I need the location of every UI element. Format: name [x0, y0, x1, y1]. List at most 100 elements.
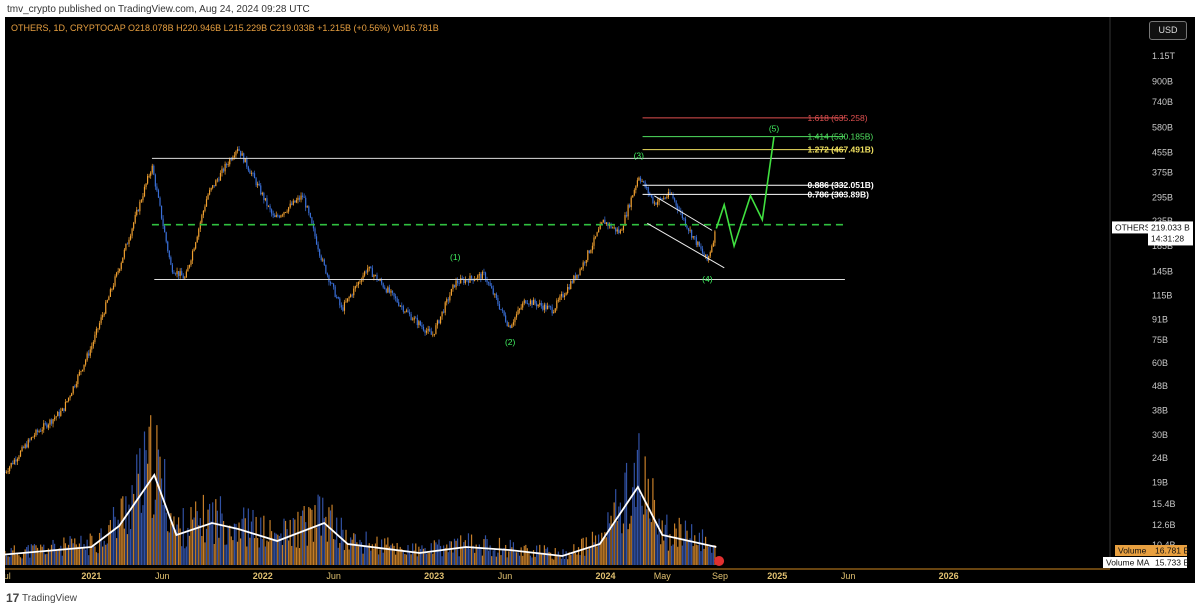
candle-body	[41, 429, 43, 432]
volume-bar	[525, 544, 527, 565]
candle-body	[388, 287, 390, 293]
event-marker-icon[interactable]	[714, 556, 725, 566]
volume-bar	[703, 548, 705, 565]
volume-bar	[157, 449, 160, 565]
candle-body	[221, 168, 223, 174]
volume-bar	[291, 545, 293, 565]
volume-bar	[461, 546, 463, 565]
price-axis-tick: 12.6B	[1152, 520, 1176, 530]
candle-body	[216, 179, 218, 181]
candle-body	[353, 288, 355, 296]
volume-bar	[10, 547, 12, 565]
volume-bar	[638, 433, 640, 565]
volume-bar	[683, 538, 685, 565]
volume-bar	[29, 557, 31, 565]
volume-bar	[315, 527, 318, 565]
candle-body	[357, 282, 359, 286]
volume-bar	[236, 541, 239, 565]
candle-body	[407, 310, 409, 313]
volume-ma-line	[5, 473, 717, 557]
candle-body	[387, 287, 389, 293]
volume-bar	[542, 552, 544, 565]
candle-body	[477, 275, 479, 279]
candle-body	[474, 279, 476, 281]
candle-body	[447, 299, 449, 301]
candle-body	[519, 308, 521, 311]
candle-body	[43, 423, 45, 430]
volume-bar	[252, 509, 254, 565]
time-axis-tick: Jun	[498, 571, 513, 581]
candle-body	[125, 243, 127, 250]
candle-body	[306, 206, 308, 208]
candle-body	[517, 310, 519, 315]
volume-bar	[449, 541, 451, 565]
candle-body	[26, 444, 28, 448]
volume-bar	[179, 528, 181, 565]
volume-bar	[371, 544, 373, 565]
volume-bar	[64, 543, 67, 565]
candle-body	[579, 269, 581, 276]
candle-body	[336, 296, 338, 298]
candle-body	[412, 319, 414, 321]
volume-bar	[47, 548, 49, 565]
volume-bar	[266, 540, 268, 565]
candle-body	[374, 274, 377, 276]
volume-bar	[98, 532, 101, 565]
volume-bar	[604, 532, 606, 565]
candle-body	[227, 164, 229, 166]
volume-bar	[402, 551, 404, 565]
volume-bar	[173, 516, 175, 565]
volume-bar	[443, 545, 445, 565]
candle-body	[210, 187, 212, 191]
volume-bar	[207, 509, 209, 565]
volume-bar	[528, 551, 530, 565]
candle-body	[92, 341, 94, 347]
volume-bar	[30, 544, 32, 565]
volume-bar	[463, 542, 465, 565]
volume-bar	[5, 550, 6, 565]
volume-bar	[334, 539, 336, 565]
currency-selector[interactable]: USD	[1149, 21, 1187, 40]
chart-canvas[interactable]: 1.618 (635.258) 1.414 (530.185B) 1.272 (46…	[5, 17, 1195, 583]
volume-bar	[652, 478, 654, 565]
candle-body	[656, 201, 659, 205]
volume-bar	[83, 544, 85, 565]
volume-bar	[212, 502, 214, 565]
volume-bar	[625, 462, 628, 565]
volume-bar	[610, 515, 612, 565]
candle-body	[323, 259, 325, 265]
volume-bar	[298, 548, 301, 565]
volume-bar	[377, 554, 380, 565]
candle-body	[100, 317, 102, 324]
chart-svg[interactable]: 1.618 (635.258) 1.414 (530.185B) 1.272 (46…	[5, 17, 1195, 583]
volume-bar	[491, 556, 493, 565]
volume-bar	[587, 549, 589, 565]
volume-bar	[312, 541, 315, 565]
volume-bar	[198, 525, 200, 565]
candle-body	[55, 416, 57, 418]
volume-bar	[278, 536, 280, 565]
candle-body	[433, 333, 435, 335]
volume-bar	[615, 489, 617, 565]
candle-body	[368, 266, 370, 269]
volume-bar	[244, 518, 246, 565]
candle-body	[605, 222, 607, 225]
candle-body	[81, 369, 84, 372]
candle-body	[119, 268, 121, 272]
candle-body	[277, 215, 279, 217]
volume-bar	[697, 545, 699, 565]
candle-body	[520, 307, 522, 309]
volume-bar	[275, 533, 277, 565]
volume-bar	[446, 544, 448, 565]
volume-bar	[559, 556, 561, 565]
volume-bar	[560, 558, 563, 565]
candle-body	[613, 227, 615, 229]
volume-bar	[292, 517, 294, 565]
volume-bar	[509, 539, 511, 565]
candle-body	[114, 276, 116, 286]
candle-body	[112, 285, 115, 289]
candle-body	[522, 303, 524, 308]
volume-bar	[520, 547, 522, 565]
volume-bar	[398, 549, 400, 565]
volume-bar	[419, 548, 421, 565]
